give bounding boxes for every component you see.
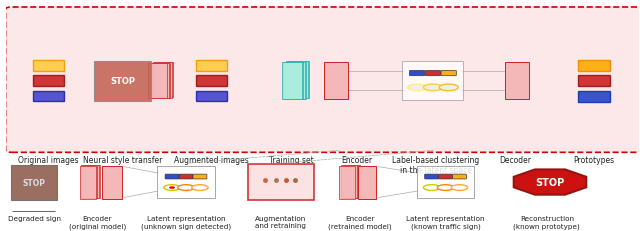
FancyBboxPatch shape [410,71,425,76]
FancyBboxPatch shape [148,64,167,99]
FancyBboxPatch shape [94,62,151,101]
Polygon shape [324,63,348,100]
Circle shape [424,85,442,91]
FancyBboxPatch shape [342,165,358,198]
Circle shape [178,185,194,191]
FancyBboxPatch shape [152,63,172,98]
FancyBboxPatch shape [425,71,440,76]
FancyBboxPatch shape [403,62,463,101]
FancyBboxPatch shape [6,8,640,153]
FancyBboxPatch shape [578,76,611,87]
Polygon shape [102,166,122,199]
FancyBboxPatch shape [438,174,452,179]
FancyBboxPatch shape [417,166,474,198]
Text: Degraded sign: Degraded sign [8,215,61,221]
Circle shape [437,185,454,191]
Text: Decoder: Decoder [499,155,531,164]
FancyBboxPatch shape [179,174,193,179]
FancyBboxPatch shape [193,174,207,179]
Text: Augmentation
and retraining: Augmentation and retraining [255,215,307,228]
Circle shape [408,85,426,91]
Text: STOP: STOP [536,177,564,187]
Text: Original images: Original images [19,155,79,164]
Text: Neural style transfer: Neural style transfer [83,155,163,164]
Text: Latent representation
(known traffic sign): Latent representation (known traffic sig… [406,215,484,229]
FancyBboxPatch shape [578,91,611,102]
Text: Reconstruction
(known prototype): Reconstruction (known prototype) [513,215,580,229]
FancyBboxPatch shape [452,174,467,179]
Text: Label-based clustering
in the latent space: Label-based clustering in the latent spa… [392,155,479,174]
Text: Encoder: Encoder [341,155,372,164]
FancyBboxPatch shape [286,62,307,99]
Text: Encoder
(original model): Encoder (original model) [68,215,126,229]
Text: Prototypes: Prototypes [573,155,615,164]
FancyBboxPatch shape [196,61,227,71]
Text: Encoder
(retrained model): Encoder (retrained model) [328,215,392,229]
Polygon shape [358,166,376,199]
FancyBboxPatch shape [157,166,215,198]
FancyBboxPatch shape [33,61,64,71]
FancyBboxPatch shape [165,174,179,179]
FancyBboxPatch shape [578,61,611,72]
FancyBboxPatch shape [196,76,227,87]
FancyBboxPatch shape [248,164,314,200]
FancyBboxPatch shape [33,91,64,102]
Text: Augmented images: Augmented images [174,155,249,164]
Text: Latent representation
(unknown sign detected): Latent representation (unknown sign dete… [141,215,231,229]
FancyBboxPatch shape [289,61,309,99]
FancyBboxPatch shape [84,165,100,198]
Circle shape [439,85,458,91]
FancyBboxPatch shape [282,63,302,100]
FancyBboxPatch shape [12,165,57,201]
Text: STOP: STOP [110,77,135,86]
Text: Training set: Training set [269,155,314,164]
Text: STOP: STOP [22,178,45,187]
Circle shape [451,185,468,191]
FancyBboxPatch shape [341,166,357,198]
FancyBboxPatch shape [339,166,355,199]
Polygon shape [505,63,529,100]
FancyBboxPatch shape [33,76,64,87]
FancyBboxPatch shape [441,71,456,76]
FancyBboxPatch shape [196,91,227,102]
FancyBboxPatch shape [287,62,308,99]
Circle shape [424,185,440,191]
FancyBboxPatch shape [80,166,96,199]
FancyBboxPatch shape [283,63,303,100]
FancyBboxPatch shape [285,62,305,100]
FancyBboxPatch shape [344,165,360,198]
FancyBboxPatch shape [83,165,99,198]
FancyBboxPatch shape [425,174,438,179]
Circle shape [192,185,208,191]
FancyBboxPatch shape [81,166,97,198]
Circle shape [164,185,180,191]
FancyBboxPatch shape [151,63,170,98]
Circle shape [170,187,175,189]
FancyBboxPatch shape [154,63,173,98]
FancyBboxPatch shape [150,64,168,99]
